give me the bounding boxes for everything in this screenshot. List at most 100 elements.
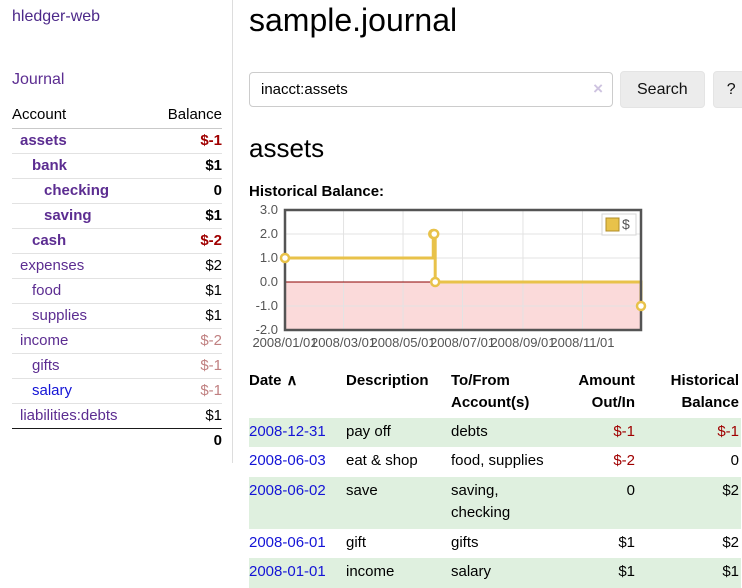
account-balance: $-2 xyxy=(150,328,222,354)
accounts-table: Account Balance assets $-1 bank $1 check… xyxy=(12,103,222,453)
transaction-amount: $1 xyxy=(618,563,635,580)
clear-search-icon[interactable]: × xyxy=(593,79,603,98)
account-balance: $-1 xyxy=(200,132,222,149)
svg-text:0.0: 0.0 xyxy=(260,274,278,289)
account-balance: $-2 xyxy=(150,228,222,254)
search-input[interactable] xyxy=(249,72,613,107)
transaction-accounts: saving, checking xyxy=(451,481,511,522)
account-row-assets: assets $-1 xyxy=(12,129,222,154)
svg-text:2008/09/01: 2008/09/01 xyxy=(490,335,555,350)
svg-text:2008/07/01: 2008/07/01 xyxy=(430,335,495,350)
account-link-supplies[interactable]: supplies xyxy=(32,307,88,324)
search-button[interactable]: Search xyxy=(620,71,705,108)
account-link-cash[interactable]: cash xyxy=(32,232,67,249)
svg-text:$: $ xyxy=(622,216,630,232)
app-brand-link[interactable]: hledger-web xyxy=(12,8,101,25)
svg-text:-1.0: -1.0 xyxy=(256,298,278,313)
accounts-total-row: 0 xyxy=(12,428,222,453)
transaction-balance: $2 xyxy=(722,481,739,499)
transaction-balance: $-1 xyxy=(717,422,739,440)
account-link-liabilities-debts[interactable]: liabilities:debts xyxy=(20,407,118,424)
register-header-amount: Amount Out/In xyxy=(578,372,635,411)
svg-text:3.0: 3.0 xyxy=(260,202,278,217)
account-row-cash: cash $-2 xyxy=(12,228,222,254)
transaction-amount: $1 xyxy=(618,533,635,551)
account-row-food: food $1 xyxy=(12,278,222,304)
historical-balance-chart: 2008/01/01 2008/03/01 2008/05/01 2008/07/01… xyxy=(249,202,742,354)
account-heading: assets xyxy=(249,133,325,163)
account-link-bank[interactable]: bank xyxy=(32,157,68,174)
account-link-food[interactable]: food xyxy=(32,282,62,299)
account-balance: 0 xyxy=(150,178,222,204)
transaction-amount: 0 xyxy=(626,481,635,499)
register-row: 2008-06-02 save saving, checking 0 $2 xyxy=(249,476,741,529)
transaction-balance: $1 xyxy=(722,563,739,580)
account-balance: $-1 xyxy=(150,378,222,404)
register-header-description: Description xyxy=(346,372,429,389)
chart-title: Historical Balance: xyxy=(249,183,385,200)
account-balance: $2 xyxy=(150,253,222,279)
transaction-date-link[interactable]: 2008-01-01 xyxy=(249,563,326,580)
transaction-amount: $-1 xyxy=(613,422,635,440)
transaction-date-link[interactable]: 2008-06-02 xyxy=(249,481,326,499)
transaction-accounts: food, supplies xyxy=(451,452,544,469)
transaction-accounts: debts xyxy=(451,422,488,440)
transaction-balance: 0 xyxy=(730,452,739,469)
transaction-description: income xyxy=(346,563,395,580)
account-link-checking[interactable]: checking xyxy=(44,182,110,199)
account-balance: $1 xyxy=(150,203,222,229)
account-link-saving[interactable]: saving xyxy=(44,207,92,224)
accounts-header-account: Account xyxy=(12,103,151,129)
svg-text:2008/03/01: 2008/03/01 xyxy=(311,335,376,350)
account-row-income: income $-2 xyxy=(12,328,222,354)
sidebar-journal-link[interactable]: Journal xyxy=(12,71,65,88)
search-bar: × Search ? xyxy=(249,71,742,108)
svg-text:2008/11/01: 2008/11/01 xyxy=(550,335,614,350)
account-row-bank: bank $1 xyxy=(12,153,222,179)
page-title: sample.journal xyxy=(249,2,458,38)
register-table: Date ∧ Description To/From Account(s) Amo… xyxy=(249,368,741,588)
svg-text:1.0: 1.0 xyxy=(260,250,278,265)
transaction-accounts: gifts xyxy=(451,533,479,551)
register-row: 2008-01-01 income salary $1 $1 xyxy=(249,558,741,588)
account-link-salary[interactable]: salary xyxy=(32,382,73,399)
account-balance: $1 xyxy=(150,303,222,329)
transaction-description: pay off xyxy=(346,422,391,440)
accounts-total-value: 0 xyxy=(150,428,222,453)
main-content: sample.journal × Search ? assets Histori… xyxy=(233,0,742,588)
register-header-balance: Historical Balance xyxy=(670,372,739,411)
sidebar: hledger-web Journal Account Balance asse… xyxy=(0,0,233,463)
svg-text:2008/01/01: 2008/01/01 xyxy=(252,335,317,350)
account-link-gifts[interactable]: gifts xyxy=(32,357,60,374)
account-balance: $1 xyxy=(150,278,222,304)
register-header-date[interactable]: Date ∧ xyxy=(249,372,298,389)
account-row-checking: checking 0 xyxy=(12,178,222,204)
accounts-header-balance: Balance xyxy=(150,103,222,129)
transaction-date-link[interactable]: 2008-06-01 xyxy=(249,533,326,551)
transaction-balance: $2 xyxy=(722,533,739,551)
account-balance: $-1 xyxy=(150,353,222,379)
svg-text:2.0: 2.0 xyxy=(260,226,278,241)
transaction-amount: $-2 xyxy=(613,452,635,469)
transaction-date-link[interactable]: 2008-06-03 xyxy=(249,452,326,469)
transaction-description: eat & shop xyxy=(346,452,418,469)
account-link-assets[interactable]: assets xyxy=(20,132,67,149)
transaction-date-link[interactable]: 2008-12-31 xyxy=(249,422,326,440)
register-row: 2008-12-31 pay off debts $-1 $-1 xyxy=(249,417,741,447)
account-row-supplies: supplies $1 xyxy=(12,303,222,329)
account-link-expenses[interactable]: expenses xyxy=(20,257,85,274)
register-row: 2008-06-03 eat & shop food, supplies $-2… xyxy=(249,447,741,477)
transaction-description: gift xyxy=(346,533,367,551)
transaction-description: save xyxy=(346,481,378,499)
account-row-salary: salary $-1 xyxy=(12,378,222,404)
sort-ascending-icon: ∧ xyxy=(286,372,298,389)
register-row: 2008-06-01 gift gifts $1 $2 xyxy=(249,529,741,559)
register-header-accounts: To/From Account(s) xyxy=(451,372,530,411)
account-row-saving: saving $1 xyxy=(12,203,222,229)
chart-svg: 2008/01/012008/03/012008/05/012008/07/01… xyxy=(252,202,647,350)
svg-text:2008/05/01: 2008/05/01 xyxy=(370,335,435,350)
account-link-income[interactable]: income xyxy=(20,332,69,349)
help-button[interactable]: ? xyxy=(712,71,742,108)
account-balance: $1 xyxy=(150,403,222,429)
